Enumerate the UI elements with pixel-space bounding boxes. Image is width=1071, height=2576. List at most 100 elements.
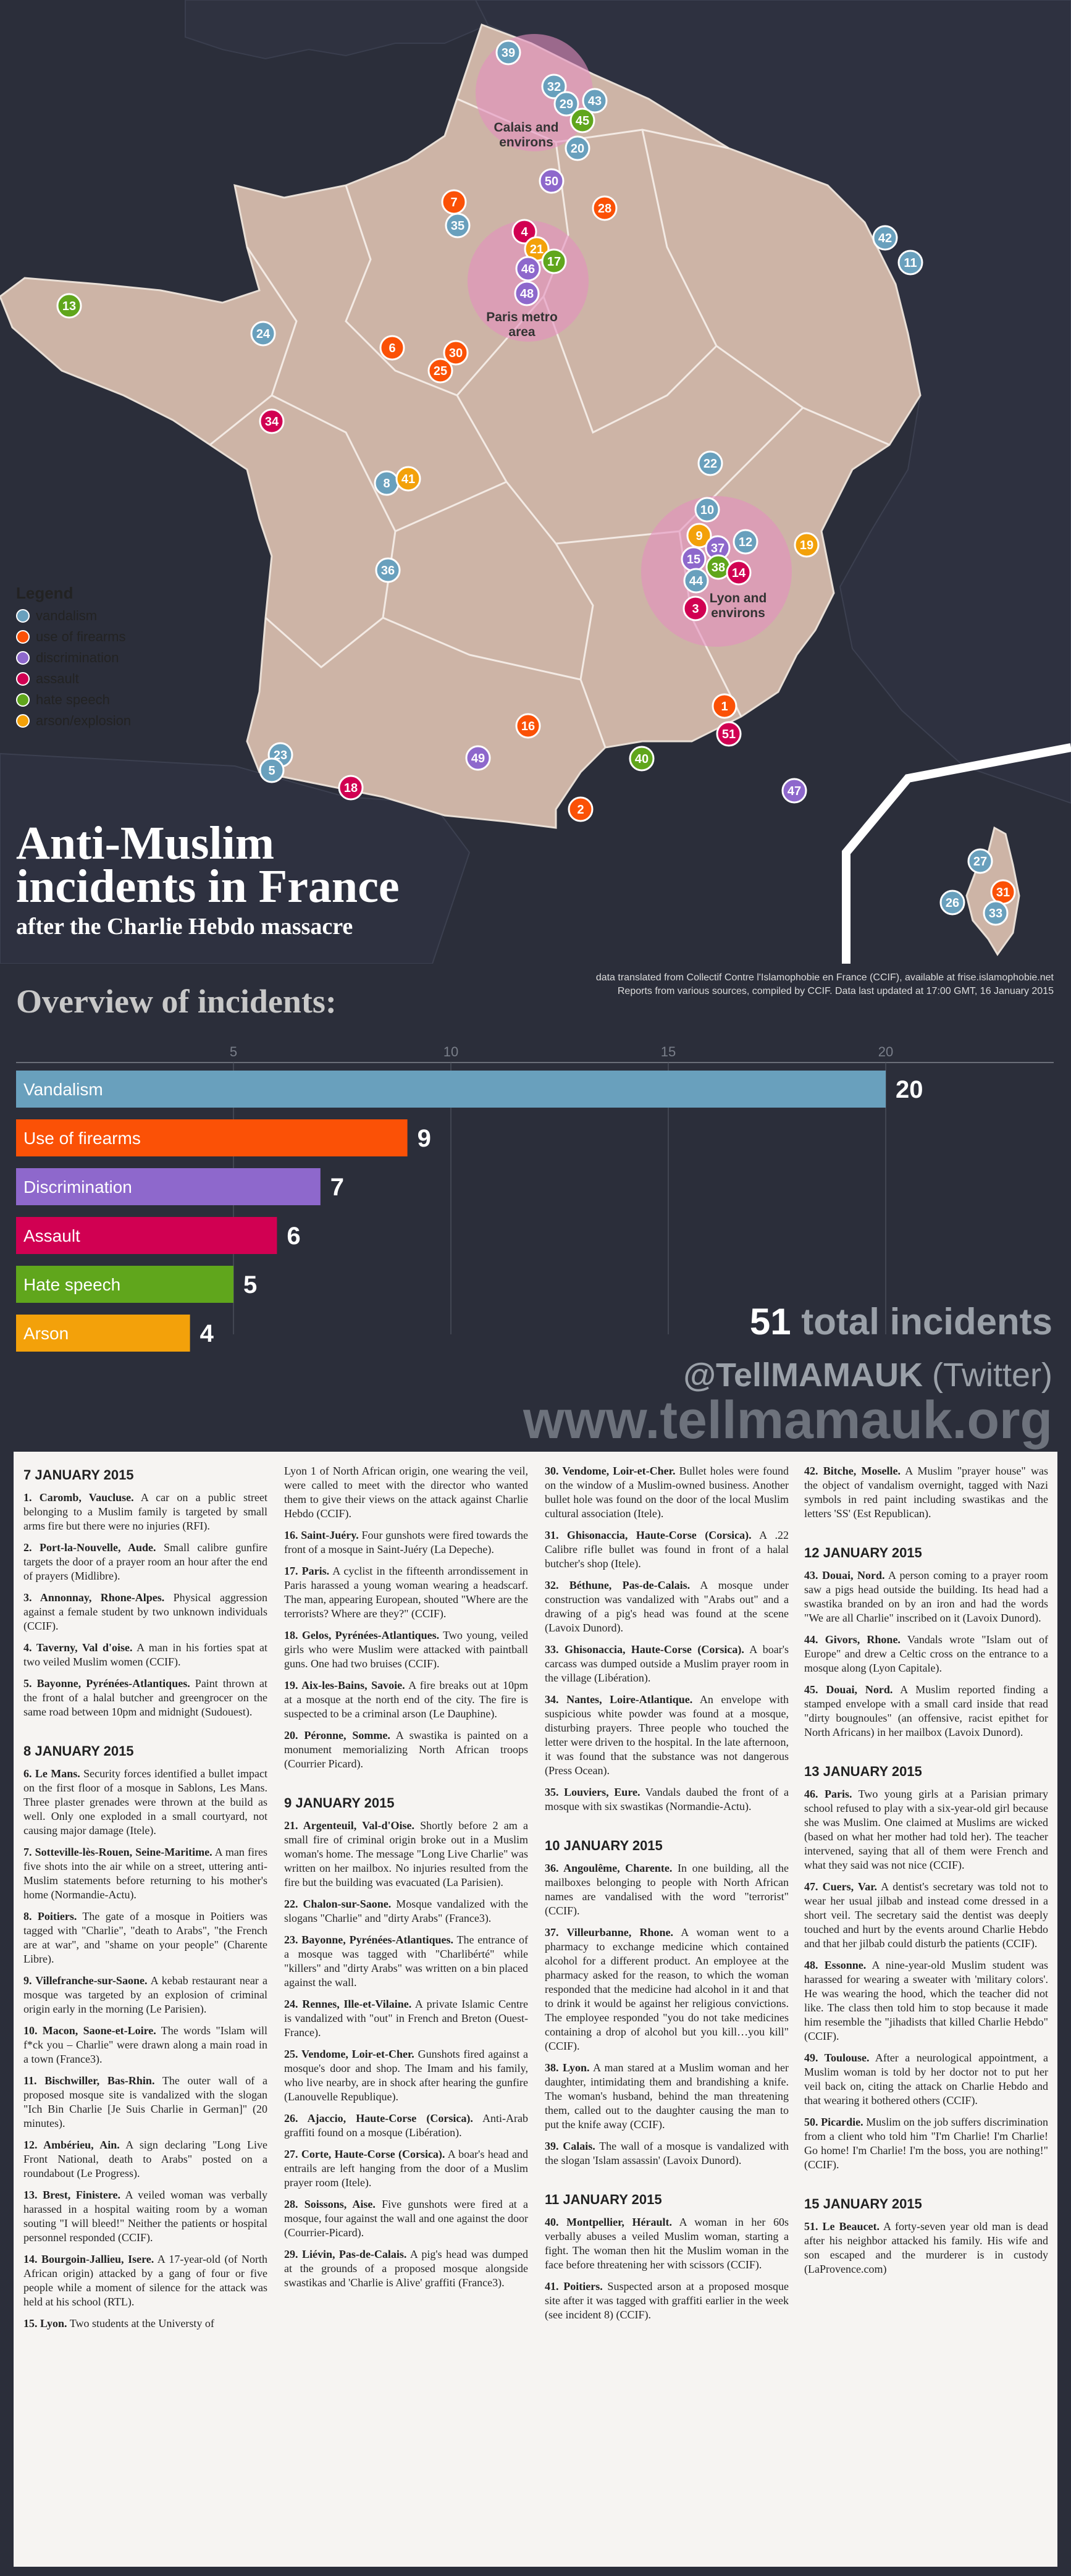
incident-description: A kebab restaurant near a mosque was tar…	[23, 1974, 267, 2015]
incident-location: 16. Saint-Juéry.	[284, 1529, 359, 1541]
incident-marker: 14	[726, 560, 752, 586]
incident-location: 33. Ghisonaccia, Haute-Corse (Corsica).	[545, 1643, 744, 1656]
incident-entry: 40. Montpellier, Hérault. A woman in her…	[545, 2215, 789, 2272]
incident-entry: 5. Bayonne, Pyrénées-Atlantiques. Paint …	[23, 1677, 267, 1719]
chart-bar	[16, 1168, 321, 1205]
incident-description: A pig's head was dumped at the grounds o…	[284, 2248, 528, 2289]
incident-marker: 21	[524, 236, 550, 262]
incident-entry: 42. Bitche, Moselle. A Muslim "prayer ho…	[804, 1464, 1048, 1521]
marker-dot	[56, 293, 82, 319]
incident-marker: 36	[375, 557, 401, 583]
incident-entry: 12. Ambérieu, Ain. A sign declaring "Lon…	[23, 2138, 267, 2181]
incident-marker: 9	[686, 523, 712, 549]
legend-item-arson: arson/explosion	[16, 710, 177, 731]
legend-title: Legend	[16, 584, 74, 602]
incident-description: A nine-year-old Muslim student was haras…	[804, 1959, 1049, 2042]
marker-dot	[541, 248, 567, 274]
incident-description: A woman went to a pharmacy to exchange m…	[545, 1926, 789, 2052]
incident-marker: 50	[539, 168, 565, 194]
incident-location: 45. Douai, Nord.	[804, 1683, 893, 1696]
spain	[0, 752, 471, 964]
marker-label: 25	[434, 364, 447, 378]
marker-dot	[712, 693, 737, 719]
incident-location: 1. Caromb, Vaucluse.	[23, 1491, 134, 1504]
incident-marker: 26	[939, 890, 965, 915]
marker-dot	[629, 746, 655, 772]
marker-dot	[716, 721, 742, 747]
incident-marker: 4	[511, 219, 537, 245]
incident-description: A cyclist in the fifteenth arrondissemen…	[284, 1565, 528, 1620]
incident-marker: 12	[733, 529, 758, 555]
legend-swatch	[16, 651, 30, 665]
incident-description: An envelope with suspicious white powder…	[545, 1693, 789, 1777]
marker-dot	[515, 713, 541, 739]
legend-item-discrimination: discrimination	[16, 647, 177, 668]
incident-entry: 43. Douai, Nord. A person coming to a pr…	[804, 1568, 1048, 1625]
incident-marker: 35	[445, 213, 471, 238]
incident-entry: 38. Lyon. A man stared at a Muslim woman…	[545, 2061, 789, 2132]
chart-bar	[16, 1266, 233, 1303]
incident-location: 26. Ajaccio, Haute-Corse (Corsica).	[284, 2112, 473, 2124]
marker-label: 11	[904, 256, 917, 270]
incident-entry: 3. Annonnay, Rhone-Alpes. Physical aggre…	[23, 1591, 267, 1633]
marker-label: 46	[521, 263, 535, 276]
title-line-2: incidents in France	[16, 861, 400, 912]
incident-description: A boar's carcass was dumped outside a Mu…	[545, 1643, 789, 1684]
marker-dot	[539, 168, 565, 194]
incident-entry: 19. Aix-les-Bains, Savoie. A fire breaks…	[284, 1678, 528, 1721]
incident-marker: 49	[465, 745, 491, 771]
marker-dot	[794, 532, 820, 558]
incident-entry: 50. Picardie. Muslim on the job suffers …	[804, 2115, 1048, 2172]
incident-location: 35. Louviers, Eure.	[545, 1786, 640, 1798]
timeline-date-heading: 13 JANUARY 2015	[804, 1764, 922, 1779]
incident-marker: 31	[990, 879, 1016, 905]
incident-location: 37. Villeurbanne, Rhone.	[545, 1926, 673, 1938]
incident-marker: 19	[794, 532, 820, 558]
marker-dot	[683, 568, 709, 594]
marker-dot	[686, 523, 712, 549]
incident-location: 3. Annonnay, Rhone-Alpes.	[23, 1591, 165, 1604]
marker-dot	[541, 74, 567, 99]
incident-entry: 41. Poitiers. Suspected arson at a propo…	[545, 2279, 789, 2322]
marker-label: 45	[576, 114, 589, 128]
overview-title: Overview of incidents:	[16, 983, 337, 1020]
incident-location: 13. Brest, Finistere.	[23, 2189, 121, 2201]
incident-entry: 51. Le Beaucet. A forty-seven year old m…	[804, 2220, 1048, 2276]
marker-label: 14	[732, 566, 746, 580]
title-line-1: Anti-Muslim	[16, 817, 274, 869]
chart-category-label: Assault	[23, 1226, 80, 1245]
chart-category-label: Arson	[23, 1324, 69, 1343]
incident-entry: 17. Paris. A cyclist in the fifteenth ar…	[284, 1564, 528, 1621]
marker-label: 48	[520, 287, 534, 301]
incident-marker: 46	[515, 256, 541, 282]
marker-dot	[939, 890, 965, 915]
incident-location: 11. Bischwiller, Bas-Rhin.	[23, 2074, 155, 2087]
incident-entry-continued: Lyon 1 of North African origin, one wear…	[284, 1465, 528, 1520]
incident-entry: 24. Rennes, Ille-et-Vilaine. A private I…	[284, 1997, 528, 2040]
incident-description: A 17-year-old (of North African origin) …	[23, 2253, 267, 2308]
marker-label: 28	[598, 202, 611, 216]
marker-dot	[967, 848, 993, 874]
incident-entry: 45. Douai, Nord. A Muslim reported findi…	[804, 1683, 1048, 1740]
incident-entry: 1. Caromb, Vaucluse. A car on a public s…	[23, 1491, 267, 1533]
timeline-column-4: 42. Bitche, Moselle. A Muslim "prayer ho…	[804, 1464, 1048, 2284]
incident-marker: 16	[515, 713, 541, 739]
marker-dot	[582, 88, 608, 114]
timeline-date-heading: 9 JANUARY 2015	[284, 1795, 395, 1811]
incident-entry: 10. Macon, Saone-et-Loire. The words "Is…	[23, 2024, 267, 2066]
marker-label: 30	[449, 347, 463, 360]
total-label: total incidents	[801, 1301, 1052, 1342]
twitter-suffix: (Twitter)	[932, 1357, 1052, 1394]
incident-marker: 44	[683, 568, 709, 594]
legend-swatch	[16, 609, 30, 623]
incident-entry: 11. Bischwiller, Bas-Rhin. The outer wal…	[23, 2074, 267, 2131]
legend-label: use of firearms	[36, 629, 126, 644]
incident-location: 19. Aix-les-Bains, Savoie.	[284, 1679, 405, 1691]
incident-description: Muslim on the job suffers discrimination…	[804, 2116, 1048, 2171]
chart-bar	[16, 1315, 190, 1352]
incident-location: 10. Macon, Saone-et-Loire.	[23, 2024, 156, 2037]
chart-value-label: 6	[287, 1223, 300, 1250]
incident-entry: 46. Paris. Two young girls at a Parisian…	[804, 1787, 1048, 1872]
marker-label: 13	[62, 300, 76, 313]
incident-marker: 13	[56, 293, 82, 319]
